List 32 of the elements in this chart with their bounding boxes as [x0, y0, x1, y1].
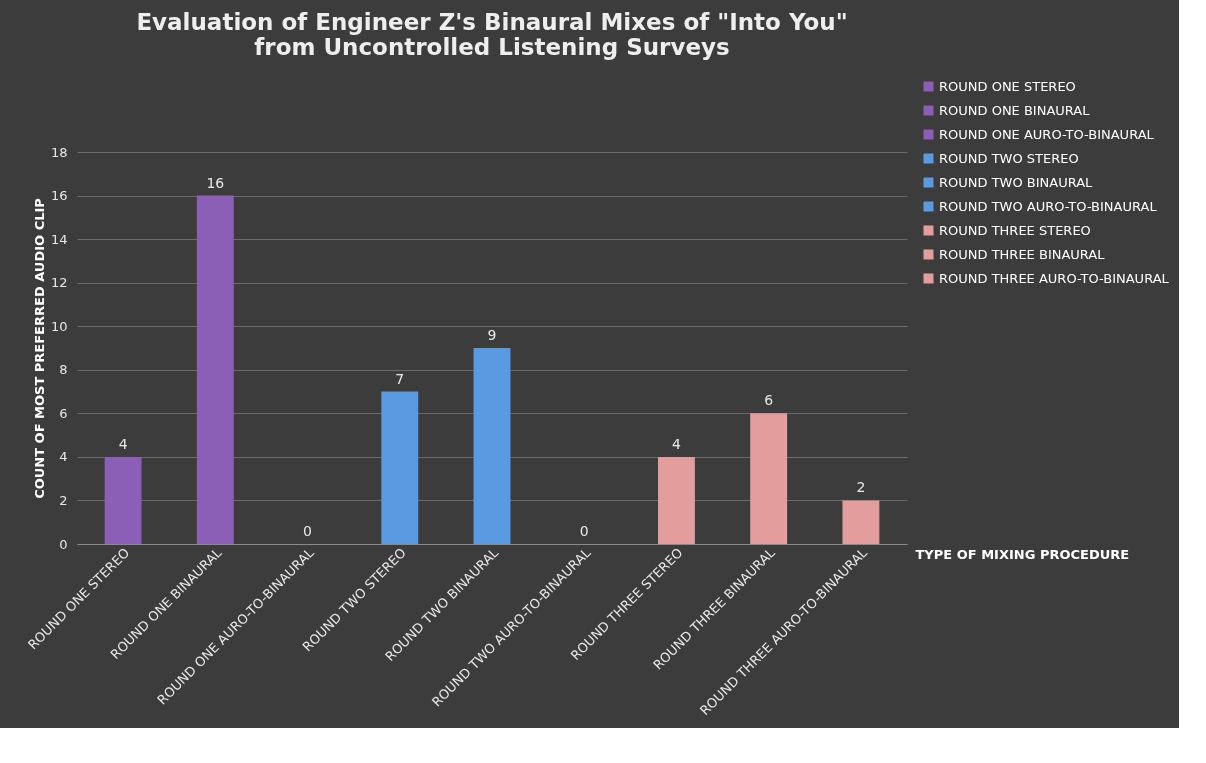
y-tick-label: 4: [59, 449, 68, 465]
y-tick-label: 8: [59, 362, 68, 378]
data-label: 2: [856, 479, 866, 496]
text: from Uncontrolled Listening Surveys: [254, 34, 730, 60]
y-tick-label: 12: [50, 275, 68, 291]
x-axis-title: TYPE OF MIXING PROCEDURE: [915, 546, 1130, 562]
text: Evaluation of Engineer Z's Binaural Mixes of "Into You": [136, 9, 848, 35]
legend-label: ROUND TWO BINAURAL: [939, 174, 1094, 190]
y-tick-label: 0: [59, 536, 68, 552]
legend-label: ROUND TWO AURO-TO-BINAURAL: [939, 198, 1158, 214]
y-axis-title: COUNT OF MOST PREFERRED AUDIO CLIP: [31, 198, 47, 499]
y-tick-label: 10: [50, 318, 68, 334]
data-label: 7: [395, 370, 405, 387]
y-tick-label: 18: [50, 144, 68, 160]
data-label: 16: [206, 174, 225, 191]
legend-label: ROUND ONE AURO-TO-BINAURAL: [939, 126, 1155, 142]
data-label: 6: [764, 392, 774, 409]
legend-label: ROUND ONE STEREO: [939, 78, 1076, 94]
y-tick-label: 16: [50, 188, 68, 204]
data-label: 4: [118, 435, 128, 452]
y-tick-label: 2: [59, 492, 68, 508]
data-label: 0: [579, 523, 589, 539]
legend-label: ROUND THREE AURO-TO-BINAURAL: [939, 270, 1170, 286]
data-label: 9: [487, 327, 497, 343]
legend-label: ROUND ONE BINAURAL: [939, 102, 1091, 118]
y-tick-label: 6: [59, 405, 68, 421]
legend-label: ROUND TWO STEREO: [939, 150, 1079, 166]
data-label: 4: [671, 435, 681, 452]
legend-label: ROUND THREE STEREO: [939, 222, 1091, 238]
legend-label: ROUND THREE BINAURAL: [939, 246, 1106, 262]
y-tick-label: 14: [50, 231, 68, 247]
data-label: 0: [303, 523, 313, 539]
